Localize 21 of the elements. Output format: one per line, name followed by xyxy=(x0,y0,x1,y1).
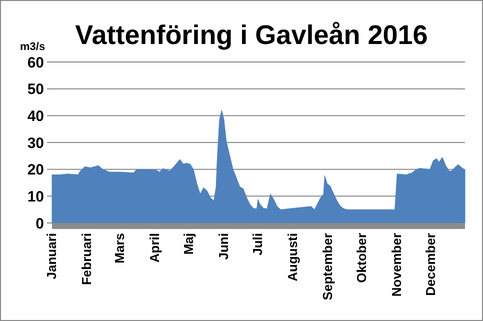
y-tick-label: 60 xyxy=(27,54,44,72)
x-tick-label: Augusti xyxy=(285,233,300,282)
y-tick-label: 40 xyxy=(27,108,44,125)
y-tick-label: 0 xyxy=(36,215,44,232)
x-tick-label: Januari xyxy=(44,233,59,280)
x-tick-label: April xyxy=(146,233,162,263)
y-tick-label: 30 xyxy=(27,134,44,152)
chart-title: Vattenföring i Gavleån 2016 xyxy=(75,20,428,50)
x-tick-label: November xyxy=(389,233,404,297)
x-tick-label: Oktober xyxy=(354,233,370,283)
x-tick-label: Maj xyxy=(180,233,196,255)
y-tick-label: 50 xyxy=(27,81,44,98)
y-axis-title: m3/s xyxy=(20,41,46,53)
x-tick-label: September xyxy=(320,233,336,300)
y-tick-label: 10 xyxy=(27,188,44,206)
x-tick-label: Februari xyxy=(79,233,94,286)
y-tick-label: 20 xyxy=(27,162,44,179)
x-tick-label: Juli xyxy=(250,233,265,256)
x-tick-label: Mars xyxy=(112,233,127,264)
x-tick-label: December xyxy=(423,233,438,296)
x-tick-label: Juni xyxy=(216,233,231,260)
